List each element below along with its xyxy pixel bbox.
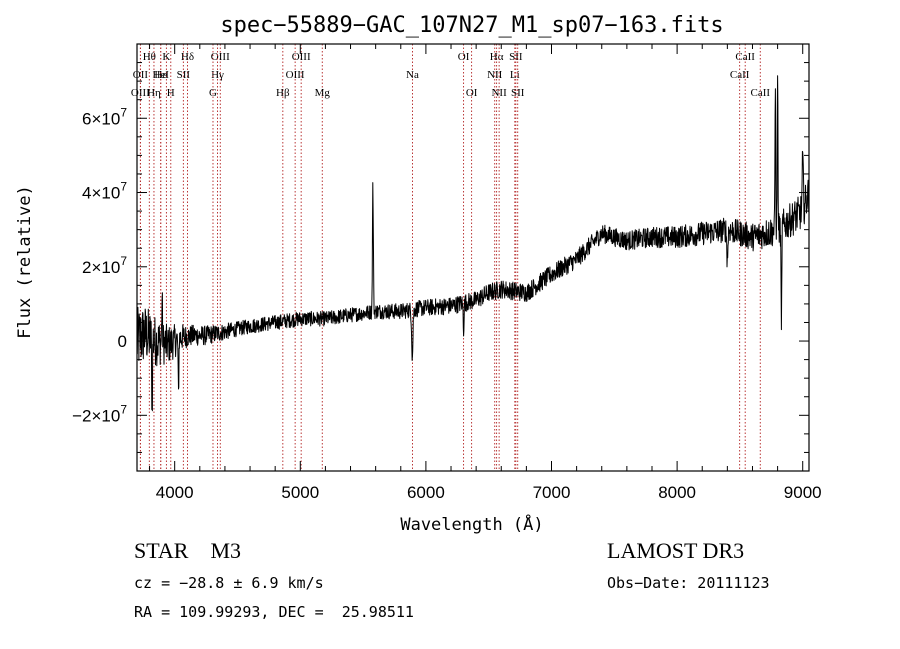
spectral-line-label: CaII [750, 87, 770, 99]
spectral-line-label: Hθ [143, 51, 156, 63]
axis-ticks: 4000 5000 6000 7000 8000 9000−2×10702×1074×10… [72, 44, 822, 502]
coordinates-info: RA = 109.99293, DEC = 25.98511 [134, 603, 414, 621]
observation-date: Obs−Date: 20111123 [607, 574, 770, 592]
spectrum-series [136, 75, 810, 412]
flux-line [136, 75, 810, 412]
spectral-line-label: Hβ [276, 87, 290, 99]
spectral-line-label: H [167, 87, 175, 99]
y-tick-exponent: 7 [120, 105, 127, 119]
spectral-line-label: OIII [286, 69, 305, 81]
spectral-line-label: Hδ [181, 51, 194, 63]
chart-title: spec−55889−GAC_107N27_M1_sp07−163.fits [220, 13, 723, 38]
spectral-line-label: K [162, 51, 170, 63]
y-tick-exponent: 7 [120, 180, 127, 194]
y-tick-mantissa: 0 [118, 332, 127, 351]
x-tick-label: 6000 [407, 483, 445, 502]
plot-frame [136, 43, 810, 472]
survey-name: LAMOST DR3 [607, 538, 745, 563]
x-tick-label: 5000 [281, 483, 319, 502]
spectral-line-label: Mg [315, 87, 331, 99]
y-tick-exponent: 7 [120, 254, 127, 268]
y-tick-label: −2×107 [72, 402, 127, 425]
x-tick-label: 7000 [533, 483, 571, 502]
x-tick-label: 8000 [658, 483, 696, 502]
spectral-line-label: NII [491, 87, 507, 99]
x-tick-label: 4000 [156, 483, 194, 502]
object-class: STAR M3 [134, 538, 242, 563]
y-tick-label: 2×107 [82, 254, 127, 277]
y-tick-mantissa: 6×10 [82, 109, 120, 128]
x-tick-label: 9000 [784, 483, 822, 502]
spectral-line-label: Hη [147, 87, 161, 99]
spectral-line-label: Hγ [211, 69, 224, 81]
y-tick-label: 0 [118, 332, 127, 351]
spectral-line-label: Li [510, 69, 520, 81]
y-tick-mantissa: 4×10 [82, 184, 120, 203]
y-tick-mantissa: 2×10 [82, 258, 120, 277]
spectral-line-label: SII [511, 87, 525, 99]
y-tick-label: 6×107 [82, 105, 127, 128]
y-tick-mantissa: −2×10 [72, 406, 120, 425]
spectral-line-label: OIII [211, 51, 230, 63]
spectral-line-label: HeI [152, 69, 169, 81]
y-tick-exponent: 7 [120, 402, 127, 416]
spectral-lines: HθOIIOIIIHeHηKHeIHHδSIIOIIIHγGOIIIOIIIHβ… [131, 44, 770, 471]
spectral-line-label: OIII [292, 51, 311, 63]
spectral-line-label: He [154, 69, 167, 81]
spectral-line-label: OI [466, 87, 478, 99]
spectral-line-label: Hα [490, 51, 504, 63]
redshift-info: cz = −28.8 ± 6.9 km/s [134, 574, 324, 592]
spectral-line-label: G [209, 87, 217, 99]
x-axis-label: Wavelength (Å) [400, 513, 543, 535]
spectral-line-label: CaII [735, 51, 755, 63]
y-tick-label: 4×107 [82, 180, 127, 203]
spectral-line-label: SII [509, 51, 523, 63]
spectral-line-label: CaII [730, 69, 750, 81]
spectral-line-label: SII [177, 69, 191, 81]
spectral-line-label: OI [458, 51, 470, 63]
spectral-line-label: NII [487, 69, 503, 81]
y-axis-label: Flux (relative) [15, 185, 35, 339]
spectral-line-label: Na [406, 69, 419, 81]
spectral-line-label: OIII [131, 87, 150, 99]
